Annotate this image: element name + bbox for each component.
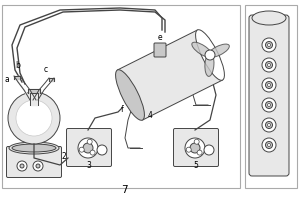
Circle shape bbox=[190, 143, 200, 153]
Ellipse shape bbox=[9, 142, 59, 154]
Circle shape bbox=[83, 143, 93, 153]
Circle shape bbox=[262, 98, 276, 112]
Circle shape bbox=[20, 164, 24, 168]
Circle shape bbox=[36, 164, 40, 168]
Circle shape bbox=[266, 142, 272, 148]
Circle shape bbox=[266, 82, 272, 88]
Circle shape bbox=[186, 147, 191, 152]
FancyBboxPatch shape bbox=[154, 43, 166, 57]
Text: 5: 5 bbox=[194, 161, 198, 170]
FancyBboxPatch shape bbox=[7, 146, 62, 178]
Circle shape bbox=[266, 42, 272, 48]
Circle shape bbox=[17, 161, 27, 171]
Circle shape bbox=[185, 138, 205, 158]
Circle shape bbox=[268, 104, 271, 106]
Circle shape bbox=[204, 145, 214, 155]
Circle shape bbox=[16, 100, 52, 136]
Circle shape bbox=[78, 138, 98, 158]
Ellipse shape bbox=[252, 11, 286, 25]
Circle shape bbox=[268, 123, 271, 127]
Text: 3: 3 bbox=[87, 161, 92, 170]
Circle shape bbox=[268, 144, 271, 146]
Circle shape bbox=[79, 147, 84, 152]
FancyBboxPatch shape bbox=[249, 15, 289, 176]
Circle shape bbox=[262, 118, 276, 132]
Circle shape bbox=[268, 84, 271, 86]
Ellipse shape bbox=[196, 30, 224, 80]
Ellipse shape bbox=[12, 144, 56, 152]
Circle shape bbox=[268, 64, 271, 66]
Circle shape bbox=[197, 150, 202, 155]
Text: 7: 7 bbox=[121, 185, 127, 195]
Text: b: b bbox=[16, 61, 20, 70]
Circle shape bbox=[205, 50, 215, 60]
Circle shape bbox=[33, 161, 43, 171]
Ellipse shape bbox=[116, 70, 144, 120]
Circle shape bbox=[262, 58, 276, 72]
FancyBboxPatch shape bbox=[245, 5, 297, 188]
Ellipse shape bbox=[205, 53, 214, 76]
Circle shape bbox=[268, 44, 271, 46]
Ellipse shape bbox=[208, 44, 229, 57]
Circle shape bbox=[266, 121, 272, 129]
Circle shape bbox=[262, 38, 276, 52]
Text: 2: 2 bbox=[62, 152, 67, 161]
FancyBboxPatch shape bbox=[67, 129, 112, 166]
Circle shape bbox=[87, 139, 92, 144]
Circle shape bbox=[90, 150, 95, 155]
Text: c: c bbox=[44, 65, 48, 74]
Circle shape bbox=[8, 92, 60, 144]
Text: e: e bbox=[158, 33, 162, 42]
Polygon shape bbox=[118, 30, 223, 120]
Text: a: a bbox=[4, 75, 9, 84]
Circle shape bbox=[194, 139, 199, 144]
FancyBboxPatch shape bbox=[2, 5, 240, 188]
Text: f: f bbox=[121, 105, 123, 114]
Circle shape bbox=[266, 102, 272, 108]
Text: 4: 4 bbox=[148, 111, 153, 120]
Circle shape bbox=[266, 62, 272, 68]
Ellipse shape bbox=[192, 42, 212, 57]
Circle shape bbox=[97, 145, 107, 155]
Circle shape bbox=[262, 78, 276, 92]
Circle shape bbox=[262, 138, 276, 152]
FancyBboxPatch shape bbox=[173, 129, 218, 166]
